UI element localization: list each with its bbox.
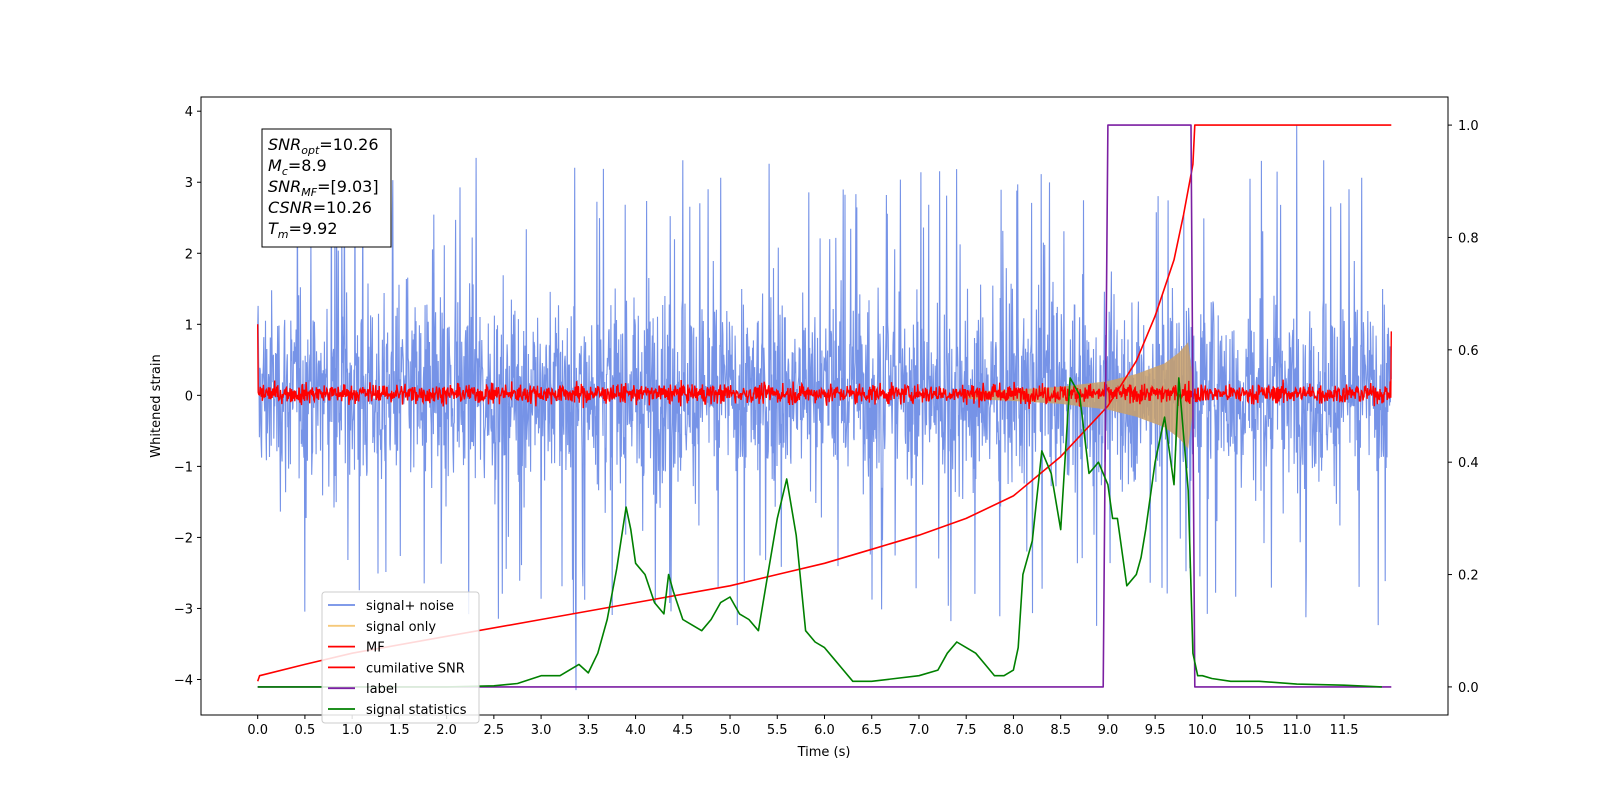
x-tick-label: 10.5 xyxy=(1235,723,1264,738)
legend-label: label xyxy=(366,682,397,697)
x-tick-label: 2.0 xyxy=(436,723,457,738)
legend-label: signal only xyxy=(366,620,436,635)
y-right-tick-label: 0.8 xyxy=(1458,231,1479,246)
annotation-frame xyxy=(261,128,392,248)
legend-label: cumilative SNR xyxy=(366,661,465,676)
x-tick-label: 11.0 xyxy=(1282,723,1311,738)
annotation-lines: SNRopt=10.26Mc=8.9SNRMF=[9.03]CSNR=10.26… xyxy=(268,135,379,241)
legend-entries: signal+ noise signal only MF cumilative SNR… xyxy=(328,599,467,718)
annotation-line: SNRMF=[9.03] xyxy=(268,177,379,199)
y-tick-label: 0 xyxy=(185,389,193,404)
x-tick-label: 8.5 xyxy=(1050,723,1071,738)
legend-label: signal+ noise xyxy=(366,599,454,614)
x-tick-label: 3.5 xyxy=(578,723,599,738)
x-tick-label: 1.0 xyxy=(342,723,363,738)
x-tick-label: 7.0 xyxy=(909,723,930,738)
y-tick-label: 3 xyxy=(185,176,193,191)
series-mf xyxy=(257,324,1392,410)
annotation-line: SNRopt=10.26 xyxy=(268,135,379,157)
x-tick-label: 6.5 xyxy=(861,723,882,738)
y-right-tick-label: 0.6 xyxy=(1458,344,1479,359)
legend-label: MF xyxy=(366,641,385,656)
x-tick-label: 0.5 xyxy=(295,723,316,738)
annotation-line: Tm=9.92 xyxy=(268,219,338,241)
ticks-layer: 0.0 0.5 1.0 1.5 2.0 2.5 3.0 3.5 4.0 4.5 5.0 5.5 6.0 6… xyxy=(174,105,1479,738)
x-tick-label: 4.5 xyxy=(672,723,693,738)
y-tick-label: −1 xyxy=(174,460,193,475)
y-right-tick-label: 1.0 xyxy=(1458,119,1479,134)
x-tick-label: 10.0 xyxy=(1188,723,1217,738)
y-tick-label: 4 xyxy=(185,105,193,120)
series-label xyxy=(257,124,1392,688)
y-tick-label: −4 xyxy=(174,673,193,688)
legend: signal+ noise signal only MF cumilative SNR… xyxy=(321,591,480,724)
y-right-tick-label: 0.4 xyxy=(1458,456,1479,471)
x-tick-label: 5.5 xyxy=(767,723,788,738)
y-right-tick-label: 0.0 xyxy=(1458,681,1479,696)
legend-label: signal statistics xyxy=(366,703,467,718)
y-tick-label: −3 xyxy=(174,602,193,617)
y-axis-label: Whitened strain xyxy=(149,354,164,457)
annotation-line: CSNR=10.26 xyxy=(268,198,372,217)
x-tick-label: 8.0 xyxy=(1003,723,1024,738)
x-axis-label: Time (s) xyxy=(797,745,851,760)
y-tick-label: 1 xyxy=(185,318,193,333)
x-tick-label: 9.0 xyxy=(1098,723,1119,738)
legend-frame xyxy=(321,591,480,724)
annotation-line: Mc=8.9 xyxy=(268,156,327,178)
x-tick-label: 1.5 xyxy=(389,723,410,738)
x-tick-label: 7.5 xyxy=(956,723,977,738)
x-tick-label: 5.0 xyxy=(720,723,741,738)
series-signal-statistics xyxy=(257,377,1382,688)
annotation-box: SNRopt=10.26Mc=8.9SNRMF=[9.03]CSNR=10.26… xyxy=(261,128,392,248)
x-tick-label: 0.0 xyxy=(247,723,268,738)
x-tick-label: 3.0 xyxy=(531,723,552,738)
y-tick-label: −2 xyxy=(174,531,193,546)
x-tick-label: 2.5 xyxy=(484,723,505,738)
x-tick-label: 11.5 xyxy=(1330,723,1359,738)
y-tick-label: 2 xyxy=(185,247,193,262)
x-tick-label: 9.5 xyxy=(1145,723,1166,738)
x-tick-label: 4.0 xyxy=(625,723,646,738)
y-right-tick-label: 0.2 xyxy=(1458,569,1479,584)
x-tick-label: 6.0 xyxy=(814,723,835,738)
